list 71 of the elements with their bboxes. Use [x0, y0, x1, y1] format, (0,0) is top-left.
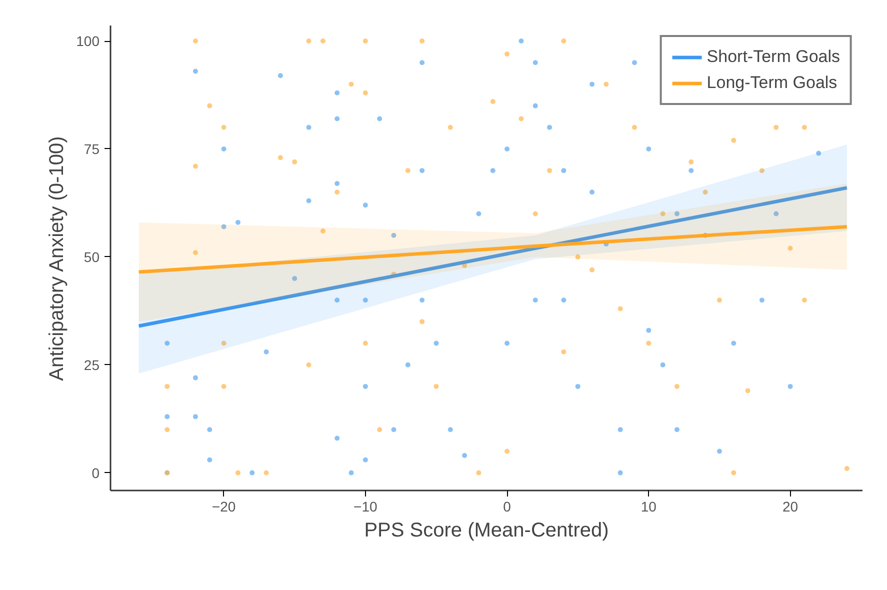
- point: [547, 168, 552, 174]
- point: [405, 168, 410, 174]
- point: [334, 190, 340, 195]
- point: [575, 254, 580, 260]
- point: [434, 384, 439, 389]
- point: [362, 38, 368, 44]
- point: [702, 190, 708, 195]
- point: [264, 470, 269, 476]
- point: [745, 388, 750, 394]
- point: [504, 52, 510, 56]
- point: [604, 82, 609, 87]
- point: [320, 228, 326, 234]
- point: [802, 124, 807, 130]
- point: [688, 159, 694, 164]
- y-tick-label: 25: [84, 356, 100, 373]
- point: [674, 384, 680, 389]
- legend-label: Short-Term Goals: [706, 47, 840, 67]
- point: [561, 349, 566, 354]
- point: [362, 90, 368, 96]
- point: [377, 427, 382, 432]
- point: [164, 384, 170, 389]
- x-tick-label: 10: [640, 498, 657, 514]
- y-tick-label: 75: [84, 140, 100, 157]
- point: [320, 38, 326, 44]
- point: [618, 306, 623, 312]
- point: [518, 116, 524, 122]
- point: [207, 103, 212, 108]
- point: [348, 82, 354, 87]
- point: [476, 470, 482, 476]
- point: [844, 466, 850, 471]
- point: [192, 164, 198, 169]
- point: [192, 250, 198, 256]
- point: [660, 211, 666, 216]
- point: [632, 124, 637, 130]
- y-axis-title: Anticipatory Anxiety (0-100): [46, 136, 68, 381]
- point: [235, 470, 240, 476]
- x-tick-label: 0: [503, 498, 512, 514]
- point: [532, 211, 538, 216]
- y-tick-label: 50: [84, 248, 100, 265]
- point: [420, 319, 425, 324]
- point: [221, 124, 226, 130]
- point: [221, 340, 226, 346]
- x-tick-label: 20: [782, 498, 798, 514]
- point: [802, 298, 807, 303]
- point: [221, 384, 226, 389]
- point: [774, 124, 779, 130]
- point: [362, 340, 368, 346]
- point: [292, 159, 298, 164]
- point: [306, 362, 312, 368]
- point: [448, 124, 453, 130]
- point: [788, 246, 793, 251]
- legend-label: Long-Term Goals: [706, 73, 838, 93]
- point: [490, 98, 496, 104]
- point: [590, 267, 595, 272]
- point: [504, 448, 510, 454]
- x-axis-title: PPS Score (Mean-Centred): [364, 520, 609, 542]
- point: [420, 38, 425, 44]
- point: [278, 155, 283, 160]
- point: [561, 38, 566, 44]
- point: [306, 38, 312, 44]
- point: [646, 340, 652, 346]
- y-tick-label: 100: [76, 33, 100, 50]
- point: [731, 138, 736, 143]
- point: [731, 470, 736, 476]
- x-tick-label: −10: [354, 498, 378, 514]
- x-tick-label: −20: [212, 498, 236, 514]
- y-tick-label: 0: [92, 464, 100, 481]
- point: [192, 38, 198, 44]
- point: [164, 427, 170, 432]
- point: [716, 298, 722, 303]
- point: [759, 168, 764, 174]
